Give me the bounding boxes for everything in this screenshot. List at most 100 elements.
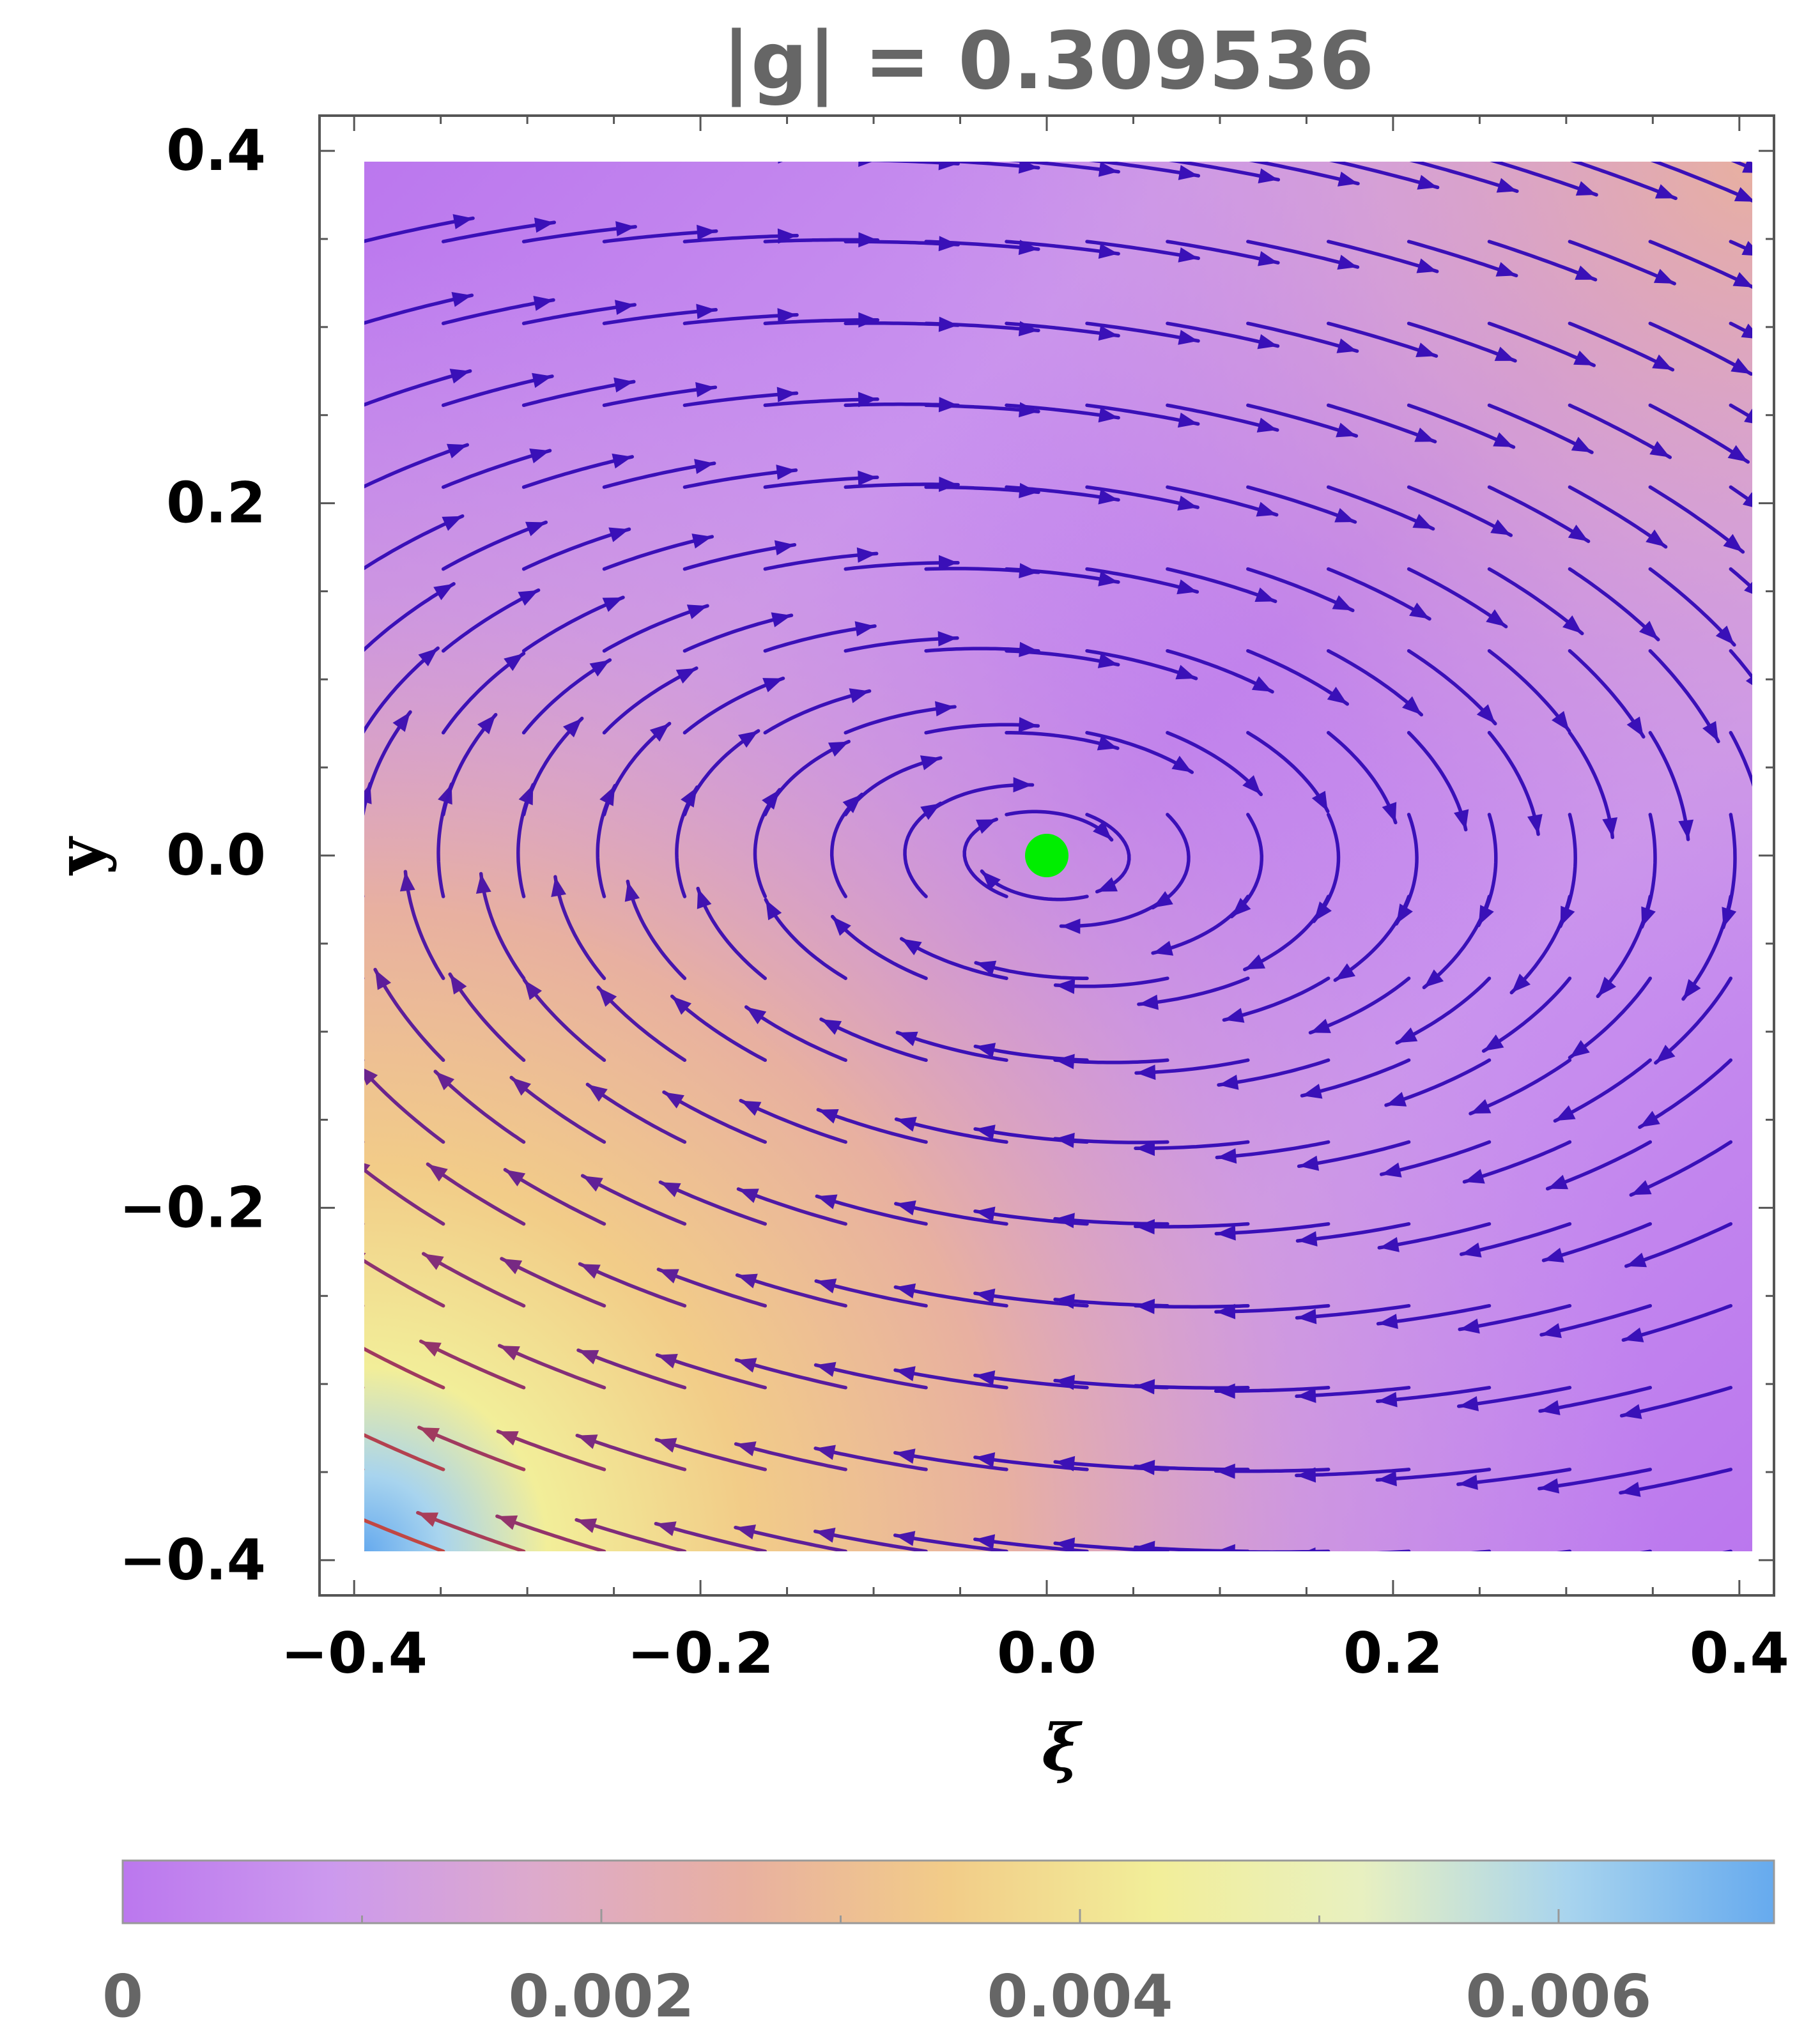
stream-arrowhead xyxy=(1723,534,1743,552)
stream-arrowhead xyxy=(331,1201,351,1218)
stream-arrowhead xyxy=(1224,1008,1245,1023)
stream-arrowhead xyxy=(1217,1148,1237,1164)
stream-arrowhead xyxy=(1483,1034,1504,1051)
stream-arrowhead xyxy=(1626,716,1644,737)
stream-arrowhead xyxy=(1215,1303,1236,1319)
stream-arrowhead xyxy=(1296,1467,1316,1483)
y-axis-label: y xyxy=(42,836,118,876)
x-axis-label: ξ xyxy=(1042,1710,1083,1785)
stream-arrowhead xyxy=(815,1445,836,1460)
stream-arrowhead xyxy=(1098,571,1118,587)
stream-arrowhead xyxy=(815,1362,837,1377)
stream-arrowhead xyxy=(499,1346,520,1361)
stream-arrowhead xyxy=(435,1071,455,1091)
stream-arrowhead xyxy=(1215,1544,1235,1551)
stream-line xyxy=(1556,1549,1572,1551)
stream-arrowhead xyxy=(518,590,539,606)
stream-arrowhead xyxy=(778,162,783,164)
stream-arrowhead xyxy=(854,621,875,636)
stream-arrowhead xyxy=(982,871,1001,891)
stream-arrowhead xyxy=(1135,1298,1155,1314)
stream-arrowhead xyxy=(696,303,716,319)
stream-arrowhead xyxy=(736,1358,757,1373)
stream-arrowhead xyxy=(736,1441,757,1457)
stream-arrowhead xyxy=(1555,1105,1576,1121)
stream-arrowhead xyxy=(895,1200,916,1216)
stream-arrowhead xyxy=(1297,1309,1317,1324)
stream-arrowhead xyxy=(1547,1174,1568,1190)
stream-line xyxy=(1729,567,1752,590)
colorbar-tick-label: 0.006 xyxy=(1465,1962,1651,2030)
stream-arrowhead xyxy=(419,1427,440,1443)
stream-arrowhead xyxy=(1486,609,1506,627)
stream-arrowhead xyxy=(746,1007,767,1025)
stream-arrowhead xyxy=(818,1109,839,1124)
stream-line xyxy=(364,1223,365,1225)
stream-arrowhead xyxy=(939,555,958,571)
stream-arrowhead xyxy=(1231,898,1251,917)
y-tick-labels: −0.4 −0.2 0.0 0.2 0.4 xyxy=(119,118,266,1593)
stream-arrowhead xyxy=(1646,529,1666,547)
stream-arrowhead xyxy=(418,648,438,666)
stream-arrowhead xyxy=(1476,704,1495,724)
stream-arrowhead xyxy=(776,464,796,480)
stream-arrowhead xyxy=(392,712,410,732)
stream-arrowhead xyxy=(691,534,713,549)
stream-arrowhead xyxy=(1540,1400,1561,1415)
stream-arrowhead xyxy=(1744,581,1752,594)
stream-arrowhead xyxy=(1415,342,1437,357)
stream-arrowhead xyxy=(452,214,474,229)
stream-arrowhead xyxy=(1135,1379,1155,1395)
stream-arrowhead xyxy=(454,135,474,151)
stream-arrowhead xyxy=(1639,1110,1660,1128)
stream-arrowhead xyxy=(598,987,617,1007)
fixed-point-marker xyxy=(1025,834,1068,877)
stream-arrowhead xyxy=(738,730,759,748)
stream-arrowhead xyxy=(1539,1478,1560,1494)
stream-arrowhead xyxy=(551,877,566,897)
stream-arrowhead xyxy=(741,1100,762,1116)
stream-arrowhead xyxy=(364,1068,378,1086)
stream-arrowhead xyxy=(937,631,957,647)
stream-arrowhead xyxy=(1176,579,1198,595)
colorbar-tick-label: 0.002 xyxy=(508,1962,694,2030)
stream-arrowhead xyxy=(895,1283,916,1299)
stream-line xyxy=(364,1059,365,1061)
stream-arrowhead xyxy=(1054,1132,1075,1148)
stream-arrowhead xyxy=(1631,1180,1652,1195)
stream-arrowhead xyxy=(1297,1231,1318,1247)
stream-arrowhead xyxy=(1461,1242,1482,1258)
stream-line xyxy=(364,1433,445,1471)
stream-arrowhead xyxy=(505,1169,526,1186)
stream-arrowhead xyxy=(976,960,997,976)
stream-arrowhead xyxy=(1734,187,1752,202)
stream-arrowhead xyxy=(1575,265,1596,280)
stream-arrowhead xyxy=(578,1350,599,1365)
stream-arrowhead xyxy=(1135,1459,1155,1475)
stream-arrowhead xyxy=(895,1366,916,1381)
stream-arrowhead xyxy=(1302,1084,1323,1099)
stream-arrowhead xyxy=(1741,323,1752,339)
stream-arrowhead xyxy=(529,449,550,464)
stream-arrowhead xyxy=(1299,1155,1320,1171)
stream-arrowhead xyxy=(449,369,470,384)
stream-arrowhead xyxy=(428,1164,448,1182)
stream-arrowhead xyxy=(1755,821,1771,841)
stream-arrowhead xyxy=(1055,1374,1076,1390)
stream-arrowhead xyxy=(1382,802,1397,823)
stream-arrowhead xyxy=(1683,979,1701,999)
y-tick-label: 0.0 xyxy=(166,822,266,888)
stream-arrowhead xyxy=(612,453,633,469)
stream-arrowhead xyxy=(1573,350,1594,365)
stream-arrowhead xyxy=(1136,1064,1156,1080)
stream-arrowhead xyxy=(1177,412,1198,428)
stream-arrowhead xyxy=(1013,777,1033,793)
y-tick-label: −0.2 xyxy=(119,1174,266,1240)
stream-line xyxy=(363,140,474,160)
stream-arrowhead xyxy=(1496,178,1517,193)
stream-arrowhead xyxy=(1377,1392,1398,1408)
stream-arrowhead xyxy=(1454,809,1469,830)
stream-arrowhead xyxy=(1744,408,1752,424)
stream-arrowhead xyxy=(1055,1293,1075,1309)
stream-arrowhead xyxy=(1470,1099,1492,1114)
